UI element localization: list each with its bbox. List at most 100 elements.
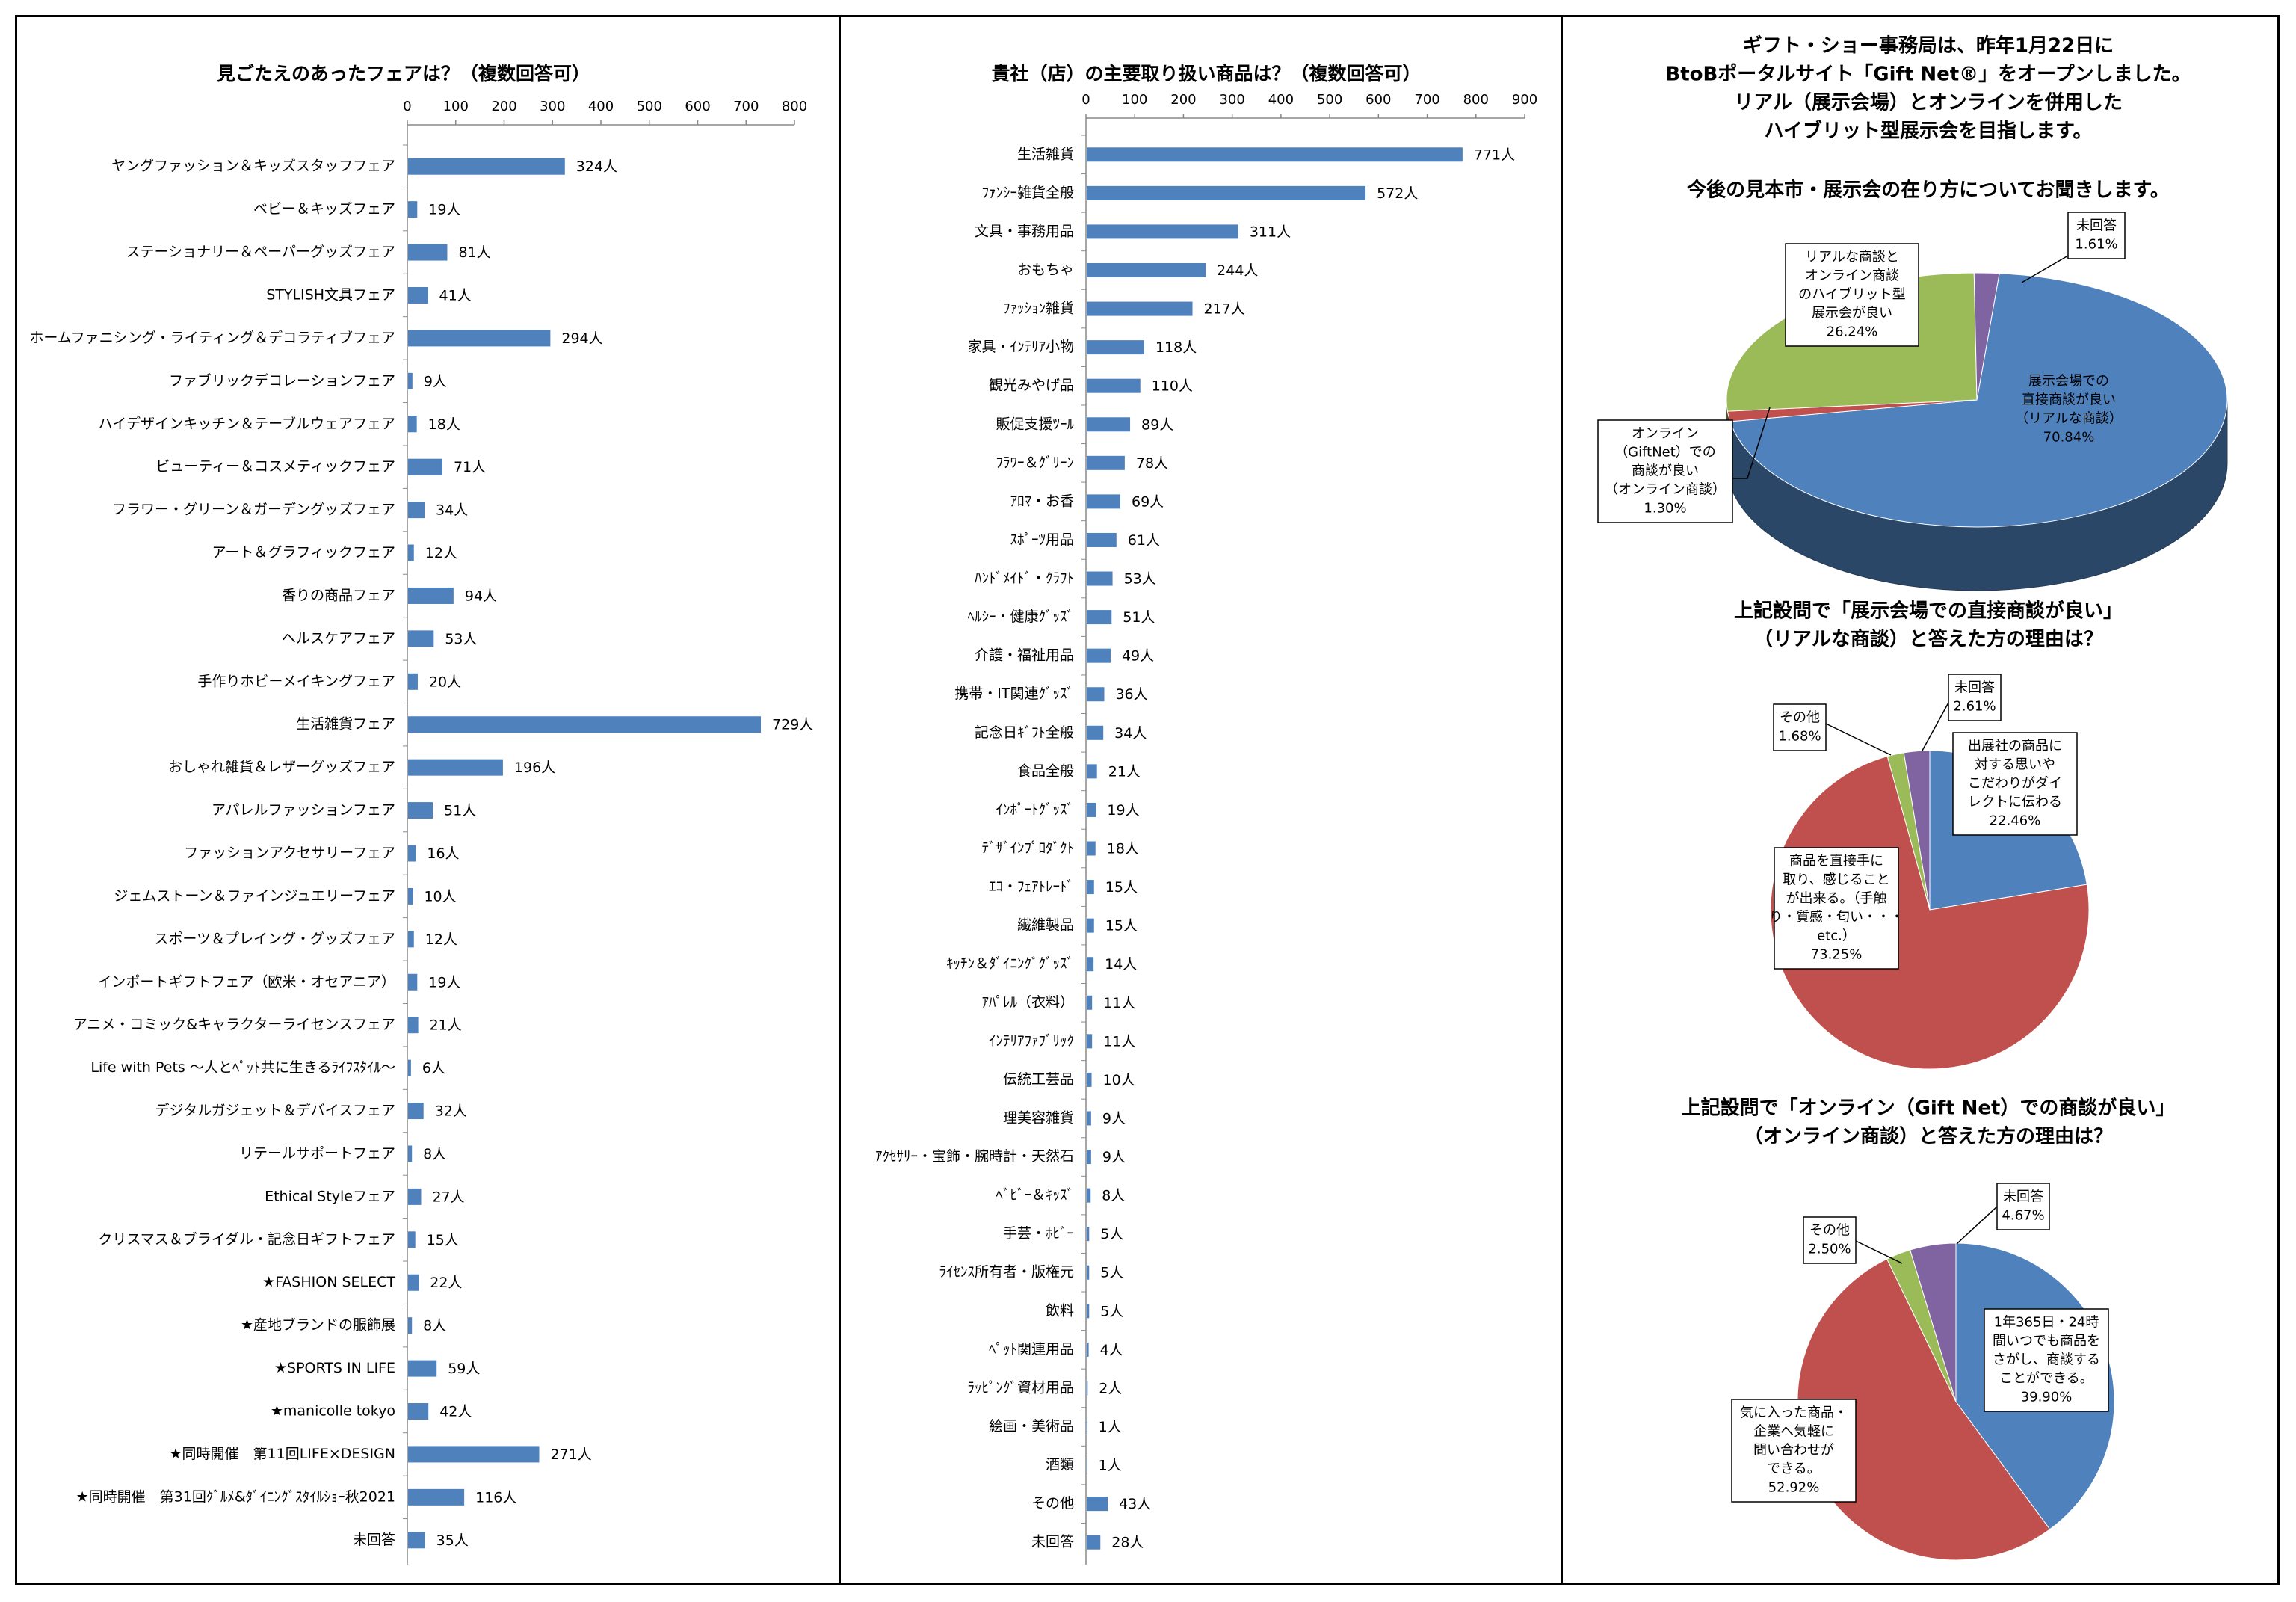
pie3-slice-label: さがし、商談する xyxy=(1993,1352,2100,1368)
left_chart-value-label: 59人 xyxy=(448,1361,480,1377)
left_chart-category-label: アパレルファッションフェア xyxy=(212,802,395,819)
pie3-slice-label: 1年365日・24時 xyxy=(1994,1315,2099,1331)
pie1-slice-label: 1.61% xyxy=(2075,237,2117,253)
left_chart-value-label: 15人 xyxy=(427,1232,459,1248)
pie2-label-box xyxy=(1952,732,2078,836)
middle_chart-category-label: 伝統工芸品 xyxy=(1003,1071,1074,1088)
left_chart-value-label: 41人 xyxy=(439,287,472,304)
left_chart-value-label: 16人 xyxy=(427,845,459,862)
left_chart-category-label: 香りの商品フェア xyxy=(282,587,395,603)
middle_chart-bar xyxy=(1087,880,1094,895)
middle_chart-value-label: 43人 xyxy=(1119,1496,1151,1512)
middle_chart-category-label: ｲﾝﾃﾘｱﾌｧﾌﾞﾘｯｸ xyxy=(989,1032,1074,1049)
middle_chart-value-label: 2人 xyxy=(1099,1380,1122,1396)
left_chart-value-label: 324人 xyxy=(576,158,617,175)
left_chart-category-label: ★同時開催 第31回ｸﾞﾙﾒ&ﾀﾞｲﾆﾝｸﾞｽﾀｲﾙｼｮｰ秋2021 xyxy=(76,1488,395,1505)
pie3-slice-label: 39.90% xyxy=(2021,1390,2073,1405)
left_chart-category-label: ★manicolle tokyo xyxy=(271,1403,395,1420)
pie1-slice xyxy=(1973,272,2000,401)
left_chart-value-label: 12人 xyxy=(425,931,457,948)
middle_chart-bar xyxy=(1087,455,1125,470)
middle_chart-value-label: 28人 xyxy=(1111,1535,1144,1551)
left_chart-value-label: 19人 xyxy=(428,974,460,991)
pie3-title: 上記設問で「オンライン（Gift Net）での商談が良い」 xyxy=(1682,1097,2176,1120)
middle_chart-category-label: ﾍﾙｼｰ・健康ｸﾞｯｽﾞ xyxy=(967,609,1074,625)
pie1-slice-label: オンライン商談 xyxy=(1805,268,1899,284)
left_chart-category-label: 手作りホビーメイキングフェア xyxy=(197,673,395,689)
left_chart-x-tick-label: 700 xyxy=(733,99,759,114)
left_chart-bar xyxy=(408,544,414,561)
intro-line: リアル（展示会場）とオンラインを併用した xyxy=(1734,91,2123,114)
pie1-label-box xyxy=(1597,419,1733,523)
left_chart-value-label: 34人 xyxy=(436,502,468,519)
middle_chart-x-tick-label: 100 xyxy=(1122,92,1147,108)
left_chart-value-label: 35人 xyxy=(436,1532,469,1549)
middle_chart-category-label: おもちゃ xyxy=(1017,262,1074,278)
middle_chart-value-label: 1人 xyxy=(1099,1458,1122,1474)
pie1-title: 今後の見本市・展示会の在り方についてお聞きします。 xyxy=(1687,179,2170,202)
left_chart-bar xyxy=(408,759,503,776)
middle_chart-bar xyxy=(1087,1150,1091,1165)
left_chart-bar xyxy=(408,201,418,218)
middle_chart-value-label: 51人 xyxy=(1123,609,1155,626)
pie1-label-box xyxy=(1785,243,1919,347)
middle_chart-bar xyxy=(1087,1034,1093,1049)
left_chart-bar xyxy=(408,158,565,175)
pie3-slice-label: 4.67% xyxy=(2002,1208,2044,1224)
left_chart-value-label: 22人 xyxy=(430,1275,462,1291)
middle_chart-bar xyxy=(1087,147,1463,162)
middle_chart-value-label: 34人 xyxy=(1114,725,1147,742)
middle_chart-title: 貴社（店）の主要取り扱い商品は？（複数回答可） xyxy=(991,63,1421,84)
middle_chart-category-label: ﾃﾞｻﾞｲﾝﾌﾟﾛﾀﾞｸﾄ xyxy=(981,840,1074,857)
middle_chart-value-label: 9人 xyxy=(1102,1110,1126,1127)
left_chart-bar xyxy=(408,330,551,347)
left_chart-x-tick-label: 100 xyxy=(443,99,469,114)
middle_chart-value-label: 110人 xyxy=(1152,378,1193,395)
middle_chart-bar xyxy=(1087,995,1093,1010)
left_chart-category-label: スポーツ＆プレイング・グッズフェア xyxy=(154,931,395,947)
left_chart-value-label: 51人 xyxy=(444,803,476,819)
column-divider xyxy=(1561,15,1563,1585)
left_chart-value-label: 6人 xyxy=(422,1060,445,1076)
pie3-title: （オンライン商談）と答えた方の理由は？ xyxy=(1744,1125,2113,1148)
left_chart-value-label: 32人 xyxy=(435,1103,467,1120)
middle_chart-value-label: 89人 xyxy=(1141,416,1173,433)
left_chart-category-label: おしゃれ雑貨＆レザーグッズフェア xyxy=(168,759,395,775)
left_chart-category-label: STYLISH文具フェア xyxy=(266,286,395,303)
middle_chart-value-label: 5人 xyxy=(1100,1265,1123,1281)
middle_chart-value-label: 61人 xyxy=(1128,532,1160,549)
left_chart-value-label: 271人 xyxy=(550,1447,591,1463)
middle_chart-x-tick-label: 500 xyxy=(1317,92,1342,108)
left_chart-category-label: クリスマス＆ブライダル・記念日ギフトフェア xyxy=(98,1230,395,1248)
middle_chart-value-label: 9人 xyxy=(1102,1149,1126,1165)
pie1-slice xyxy=(1729,273,2228,528)
left_chart-bar xyxy=(408,1231,416,1248)
middle_chart-bar xyxy=(1087,378,1141,393)
left_chart-value-label: 294人 xyxy=(561,330,602,347)
pie3-label-box xyxy=(1803,1216,1857,1264)
left_chart-category-label: ★同時開催 第11回LIFE×DESIGN xyxy=(170,1446,396,1462)
middle_chart-bar xyxy=(1087,1265,1090,1280)
left_chart-bar xyxy=(408,673,418,690)
middle_chart-category-label: ｱｸｾｻﾘｰ・宝飾・腕時計・天然石 xyxy=(875,1148,1074,1165)
middle_chart-category-label: ｱﾊﾟﾚﾙ（衣料） xyxy=(981,994,1074,1011)
middle_chart-category-label: 繊維製品 xyxy=(1017,917,1074,934)
left_chart-bar xyxy=(408,1145,413,1162)
left_chart-category-label: ジェムストーン＆ファインジュエリーフェア xyxy=(114,887,395,904)
middle_chart-value-label: 4人 xyxy=(1100,1342,1123,1358)
middle_chart-bar xyxy=(1087,841,1096,856)
pie2-slice-label: 22.46% xyxy=(1990,813,2041,829)
middle_chart-category-label: 理美容雑貨 xyxy=(1003,1109,1074,1126)
middle_chart-x-tick-label: 400 xyxy=(1268,92,1294,108)
middle_chart-category-label: ｽﾎﾟｰﾂ用品 xyxy=(1010,532,1074,548)
middle_chart-category-label: ｲﾝﾎﾟｰﾄｸﾞｯｽﾞ xyxy=(996,801,1074,818)
middle_chart-bar xyxy=(1087,1188,1091,1203)
left_chart-category-label: ビューティー＆コスメティックフェア xyxy=(155,458,395,475)
pie2-slice-label: が出来る。（手触 xyxy=(1786,891,1887,907)
middle_chart-bar xyxy=(1087,687,1105,702)
left_chart-bar xyxy=(408,416,417,433)
middle_chart-category-label: 生活雑貨 xyxy=(1017,146,1074,162)
middle_chart-bar xyxy=(1087,918,1094,933)
pie2-title: 上記設問で「展示会場での直接商談が良い」 xyxy=(1734,600,2123,623)
left_chart-x-tick-label: 600 xyxy=(685,99,710,114)
